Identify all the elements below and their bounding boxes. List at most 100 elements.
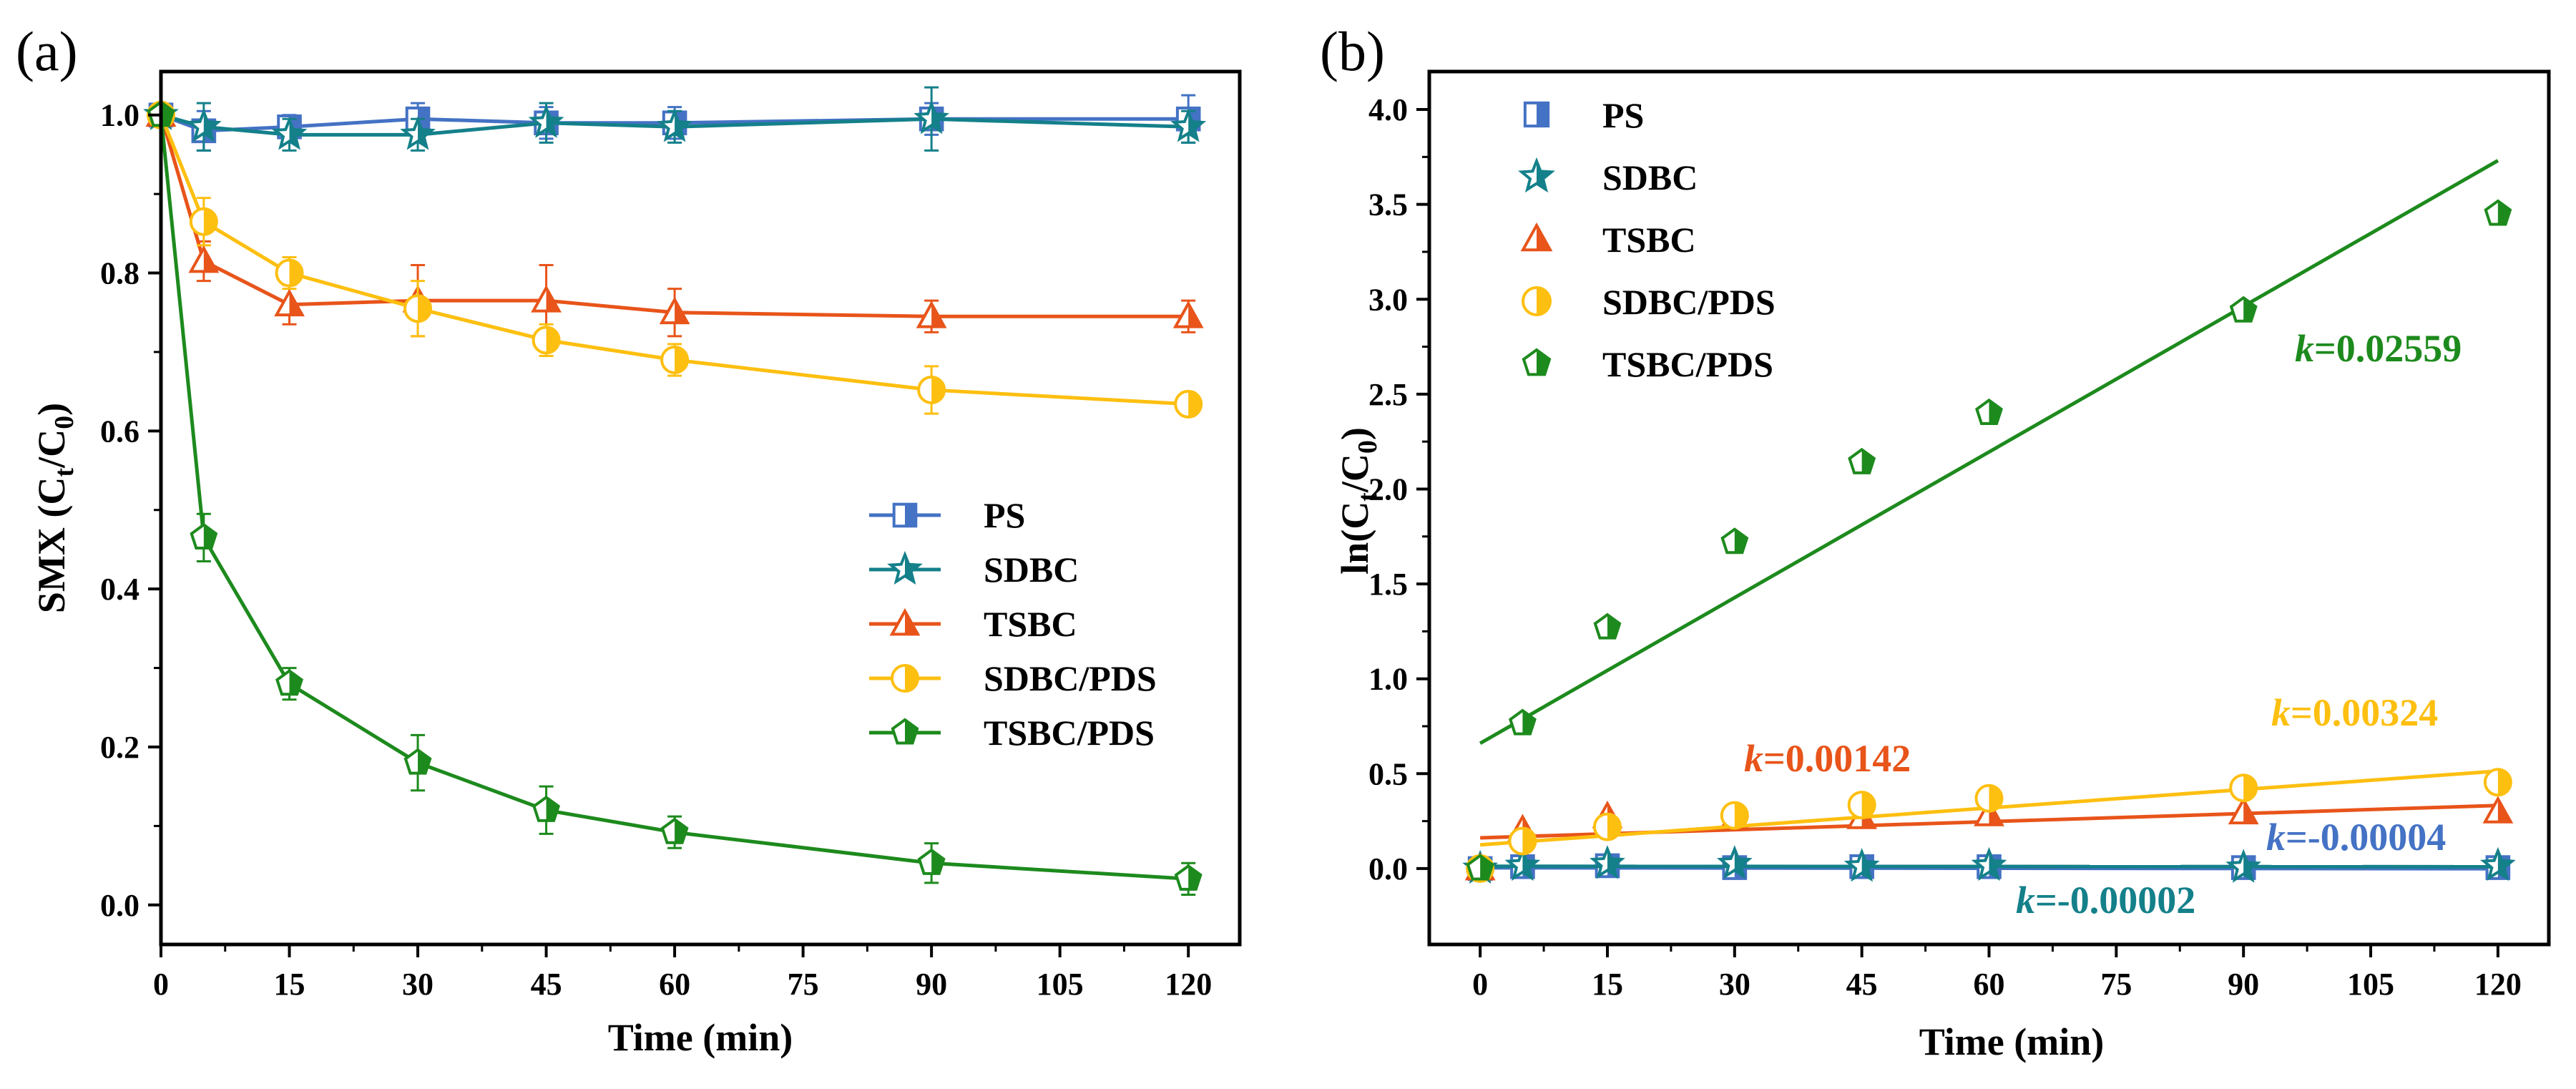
legend-label: TSBC xyxy=(984,604,1077,644)
panel-b-y-axis-title: ln(Ct/C0) xyxy=(1333,427,1383,575)
marker-outline xyxy=(1170,108,1207,142)
data-point-sdbc-pds xyxy=(1974,783,2004,813)
data-point-tsbc-pds xyxy=(1720,527,1749,555)
marker-outline xyxy=(185,108,222,142)
marker-background xyxy=(1508,851,1537,878)
marker-outline xyxy=(1590,845,1625,879)
marker-outline xyxy=(403,748,432,775)
data-point-sdbc xyxy=(1504,846,1541,882)
panel-a: (a) 0 15 30 45 60 75 90 105 120 0.0 0.2 0.4 0.6 0.8 1.… xyxy=(16,20,1242,1059)
marker-outline xyxy=(1520,222,1553,252)
legend-label: SDBC xyxy=(1602,157,1698,197)
panel-b-legend: PS SDBC TSBC SDBC/PDS TSBC/PDS xyxy=(1518,95,1776,384)
panel-a-x-tick-label: 45 xyxy=(531,967,562,1002)
panel-b-ticks: 0 15 30 45 60 75 90 105 120 0.0 0.5 1.0 1.5 2.0 2.5 3.0… xyxy=(1368,92,2522,1002)
panel-b-rate-constant-labels: k=-0.00004k=-0.00002k=0.00142k=0.00324k=… xyxy=(1744,327,2462,922)
k-value: =0.02559 xyxy=(2314,327,2462,370)
marker-outline xyxy=(275,669,303,696)
panel-b-ylabel-sub1: t xyxy=(1353,492,1383,502)
data-point-sdbc xyxy=(914,100,950,135)
panel-b-ylabel-mid: /C xyxy=(1333,454,1376,493)
marker-outline xyxy=(1592,812,1622,841)
marker-outline xyxy=(1174,389,1203,419)
legend-label: PS xyxy=(1602,95,1644,135)
panel-a-x-tick-label: 15 xyxy=(274,967,305,1002)
series-sdbc xyxy=(1462,845,2516,884)
panel-a-plot-area xyxy=(143,86,1207,896)
legend-item-sdbc: SDBC xyxy=(1518,157,1698,197)
marker-outline xyxy=(274,288,305,317)
marker-outline xyxy=(1174,864,1203,891)
marker-outline xyxy=(2484,199,2512,226)
panel-b-y-tick-label: 2.5 xyxy=(1368,377,1408,412)
legend-label: PS xyxy=(984,495,1025,535)
panel-b-x-tick-label: 60 xyxy=(1974,967,2005,1002)
data-point-tsbc-pds xyxy=(1975,398,2003,425)
marker-fill xyxy=(546,108,561,135)
data-point-sdbc-pds xyxy=(1847,791,1876,820)
marker-fill xyxy=(289,119,304,147)
data-point-sdbc-pds xyxy=(532,326,561,355)
marker-outline xyxy=(1974,783,2004,813)
panel-b-x-axis-title: Time (min) xyxy=(1919,1020,2104,1063)
marker-outline xyxy=(1508,826,1537,856)
marker-outline xyxy=(2228,796,2259,825)
marker-fill xyxy=(1989,851,2004,878)
data-point-sdbc xyxy=(528,104,564,138)
panel-b-label: (b) xyxy=(1320,20,1385,82)
data-point-sdbc xyxy=(1170,108,1207,142)
marker-fill xyxy=(2497,851,2512,878)
marker-outline xyxy=(657,108,692,142)
k-symbol: k xyxy=(2295,327,2314,370)
data-point-tsbc xyxy=(2482,796,2514,824)
panel-a-y-axis-title: SMX (Ct/C0) xyxy=(30,403,79,613)
marker-outline xyxy=(1522,348,1552,376)
marker-background xyxy=(2229,852,2258,880)
data-point-sdbc xyxy=(2479,846,2516,882)
data-point-tsbc-pds xyxy=(917,848,946,875)
panel-b-x-tick-label: 75 xyxy=(2100,967,2132,1002)
marker-outline xyxy=(917,848,946,875)
legend-label: TSBC/PDS xyxy=(1602,344,1773,384)
panel-a-ylabel-main: SMX (C xyxy=(30,477,73,613)
marker-outline xyxy=(1518,157,1555,193)
legend-item-sdbc: SDBC xyxy=(869,550,1079,590)
marker-fill xyxy=(1188,112,1203,140)
marker-fill xyxy=(1861,851,1876,879)
marker-outline xyxy=(188,245,220,273)
data-point-sdbc-pds xyxy=(1592,812,1622,841)
legend-item-tsbc-pds: TSBC/PDS xyxy=(869,713,1155,753)
marker-outline xyxy=(887,550,923,585)
data-point-sdbc xyxy=(400,116,436,150)
data-point-tsbc-pds xyxy=(1848,447,1876,474)
marker-outline xyxy=(892,502,918,528)
k-symbol: k xyxy=(2016,879,2035,922)
data-point-tsbc-pds xyxy=(403,748,432,775)
panel-b-x-tick-label: 45 xyxy=(1846,967,1878,1002)
marker-outline xyxy=(2229,296,2258,323)
marker-outline xyxy=(1593,612,1622,640)
data-point-sdbc-pds xyxy=(275,258,304,288)
legend-item-sdbc-pds: SDBC/PDS xyxy=(869,658,1157,698)
marker-fill xyxy=(1537,102,1549,127)
series-tsbc-pds xyxy=(147,100,1203,896)
data-point-sdbc xyxy=(657,108,692,142)
data-point-tsbc xyxy=(188,245,220,273)
marker-outline xyxy=(271,116,308,150)
k-label-sdbc-pds: k=0.00324 xyxy=(2271,691,2438,734)
marker-fill xyxy=(418,119,432,147)
k-symbol: k xyxy=(2271,691,2291,734)
k-label-sdbc: k=-0.00002 xyxy=(2016,879,2195,922)
k-label-tsbc-pds: k=0.02559 xyxy=(2295,327,2462,370)
marker-outline xyxy=(528,104,564,138)
data-point-tsbc-pds xyxy=(190,522,218,550)
data-point-tsbc-pds xyxy=(1174,864,1203,891)
marker-outline xyxy=(1716,845,1753,879)
panel-b-x-tick-label: 120 xyxy=(2474,967,2522,1002)
marker-fill xyxy=(1734,849,1749,876)
panel-b-x-tick-label: 30 xyxy=(1719,967,1750,1002)
panel-b-y-tick-label: 1.0 xyxy=(1368,662,1408,697)
panel-b-y-tick-label: 2.0 xyxy=(1368,472,1408,507)
panel-a-ylabel-mid: /C xyxy=(30,429,73,469)
legend-marker xyxy=(1518,157,1555,193)
